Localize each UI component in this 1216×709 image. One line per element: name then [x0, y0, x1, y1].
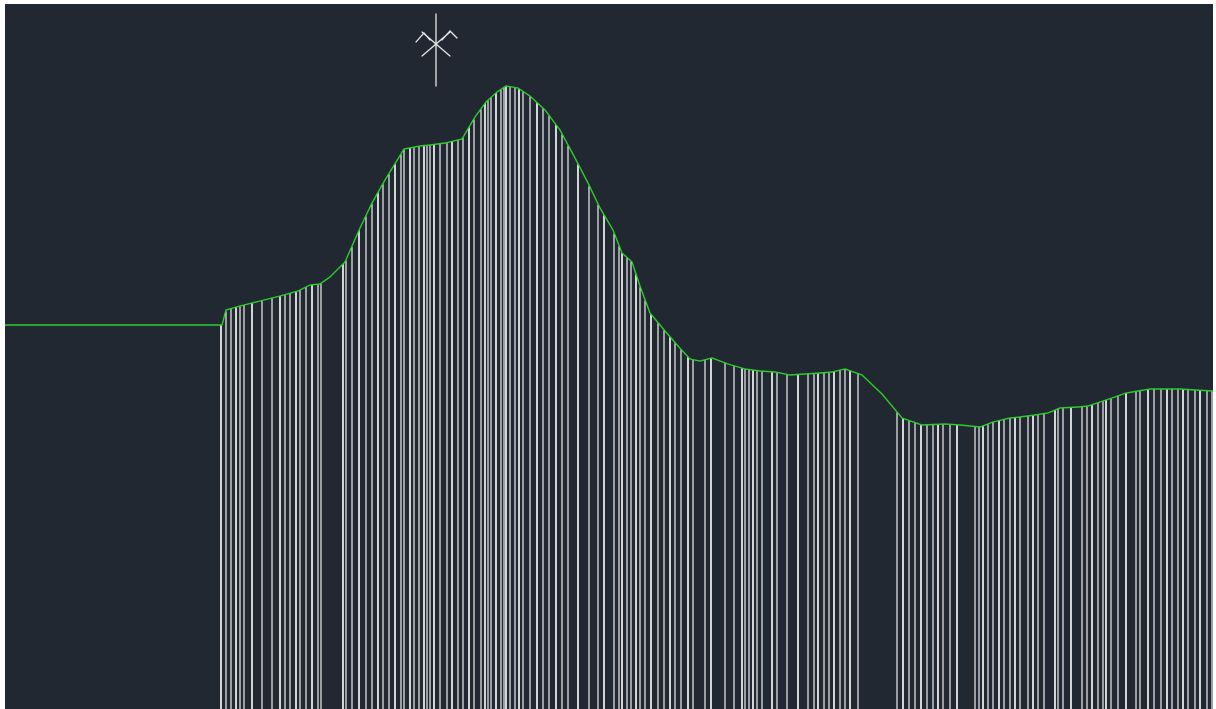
station-lines-group: [220, 86, 1213, 709]
ucs-compass-icon: [415, 13, 458, 87]
ground-profile-polyline[interactable]: [5, 85, 1214, 428]
ucs-compass-stroke: [415, 32, 431, 43]
ucs-compass-stroke: [441, 30, 458, 41]
model-space-background: [5, 4, 1213, 709]
